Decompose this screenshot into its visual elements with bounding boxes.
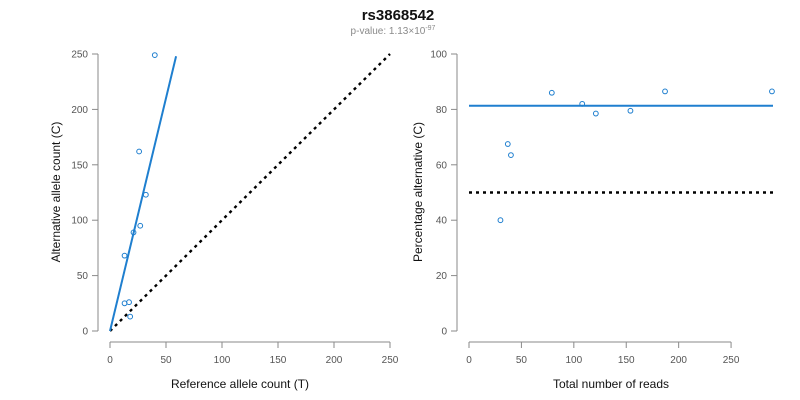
left-y-tick-label: 200 [71,105,88,116]
left-data-point [121,252,128,259]
left-fit-line [109,55,178,332]
right-data-point [497,217,504,224]
right-data-point [548,89,555,96]
left-y-tick-label: 0 [82,327,88,338]
right-x-tick-label: 50 [516,355,528,366]
right-x-tick-label: 250 [723,355,740,366]
chart-subtitle: p-value: 1.13×10-97 [351,25,436,37]
right-y-axis-label: Percentage alternative (C) [411,122,425,262]
left-x-axis-label: Reference allele count (T) [171,377,309,391]
left-data-point [136,148,143,155]
left-x-tick-label: 250 [382,355,399,366]
right-x-tick-label: 150 [618,355,635,366]
left-data-point [142,191,149,198]
left-reference-line [109,53,391,332]
left-panel: 0 50 100 150 200 250 0 50 100 150 200 250 Reference … [49,50,399,392]
right-data-point [504,141,511,147]
left-data-point [130,229,137,236]
right-y-tick-label: 20 [436,271,448,282]
subtitle-exponent: -97 [425,25,435,32]
right-data-point [579,100,586,107]
left-data-point [151,52,158,59]
right-y-tick-label: 0 [441,327,447,338]
left-x-tick-label: 200 [326,355,343,366]
subtitle-prefix: p-value: 1.13×10 [351,26,426,37]
chart-title: rs3868542 [362,7,435,24]
right-data-point [769,88,775,95]
left-data-point [126,299,132,306]
right-data-point [592,110,599,117]
left-y-tick-label: 100 [71,216,88,227]
right-x-tick-label: 100 [565,355,582,366]
left-y-tick-label: 150 [71,160,88,171]
right-data-point [662,88,668,95]
right-y-tick-label: 80 [436,105,448,116]
right-y-tick-label: 60 [436,160,448,171]
left-x-tick-label: 50 [160,355,172,366]
left-y-tick-label: 250 [71,50,88,61]
left-data-point [127,313,134,320]
left-x-tick-label: 150 [270,355,287,366]
right-x-tick-label: 200 [670,355,687,366]
left-data-point [137,222,144,229]
right-data-point [627,107,634,114]
right-y-tick-label: 40 [436,216,448,227]
right-panel: 0 20 40 60 80 100 0 50 100 150 200 250 Total number … [411,50,775,391]
left-y-axis-label: Alternative allele count (C) [49,122,63,263]
left-y-tick-label: 50 [77,271,89,282]
right-data-point [508,152,514,159]
left-x-tick-label: 100 [214,355,231,366]
left-x-tick-label: 0 [107,355,113,366]
right-x-tick-label: 0 [466,355,472,366]
right-x-axis-label: Total number of reads [553,377,669,391]
right-y-tick-label: 100 [430,50,447,61]
